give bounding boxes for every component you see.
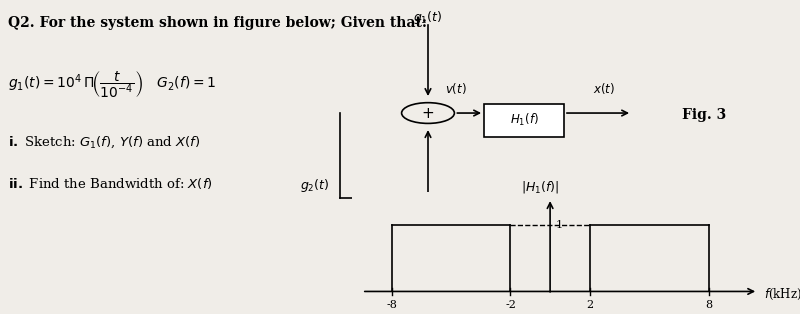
Text: +: +: [422, 106, 434, 121]
Text: $x(t)$: $x(t)$: [593, 81, 615, 96]
Text: $\mathbf{ii.}$ Find the Bandwidth of: $X(f)$: $\mathbf{ii.}$ Find the Bandwidth of: $X…: [8, 176, 213, 191]
Text: 8: 8: [705, 300, 712, 310]
Text: Q2. For the system shown in figure below; Given that:: Q2. For the system shown in figure below…: [8, 16, 427, 30]
Text: Fig. 3: Fig. 3: [682, 108, 726, 122]
Text: $g_1(t) = 10^4\,\Pi\!\left(\dfrac{t}{10^{-4}}\right)$$\quad G_2(f) = 1$: $g_1(t) = 10^4\,\Pi\!\left(\dfrac{t}{10^…: [8, 69, 216, 100]
Text: $g_1(t)$: $g_1(t)$: [414, 9, 442, 26]
Bar: [484, 104, 564, 137]
Text: -8: -8: [386, 300, 397, 310]
Text: $H_1(f)$: $H_1(f)$: [510, 112, 538, 128]
Text: $g_2(t)$: $g_2(t)$: [300, 177, 330, 194]
Text: $|H_1(f)|$: $|H_1(f)|$: [521, 179, 559, 195]
Text: $f$(kHz): $f$(kHz): [764, 287, 800, 302]
Text: 2: 2: [586, 300, 594, 310]
Text: $\mathbf{i.}$ Sketch: $G_1(f)$, $Y(f)$ and $X(f)$: $\mathbf{i.}$ Sketch: $G_1(f)$, $Y(f)$ a…: [8, 135, 201, 150]
Text: -2: -2: [505, 300, 516, 310]
Text: $v(t)$: $v(t)$: [445, 81, 467, 96]
Text: 1: 1: [556, 220, 563, 230]
